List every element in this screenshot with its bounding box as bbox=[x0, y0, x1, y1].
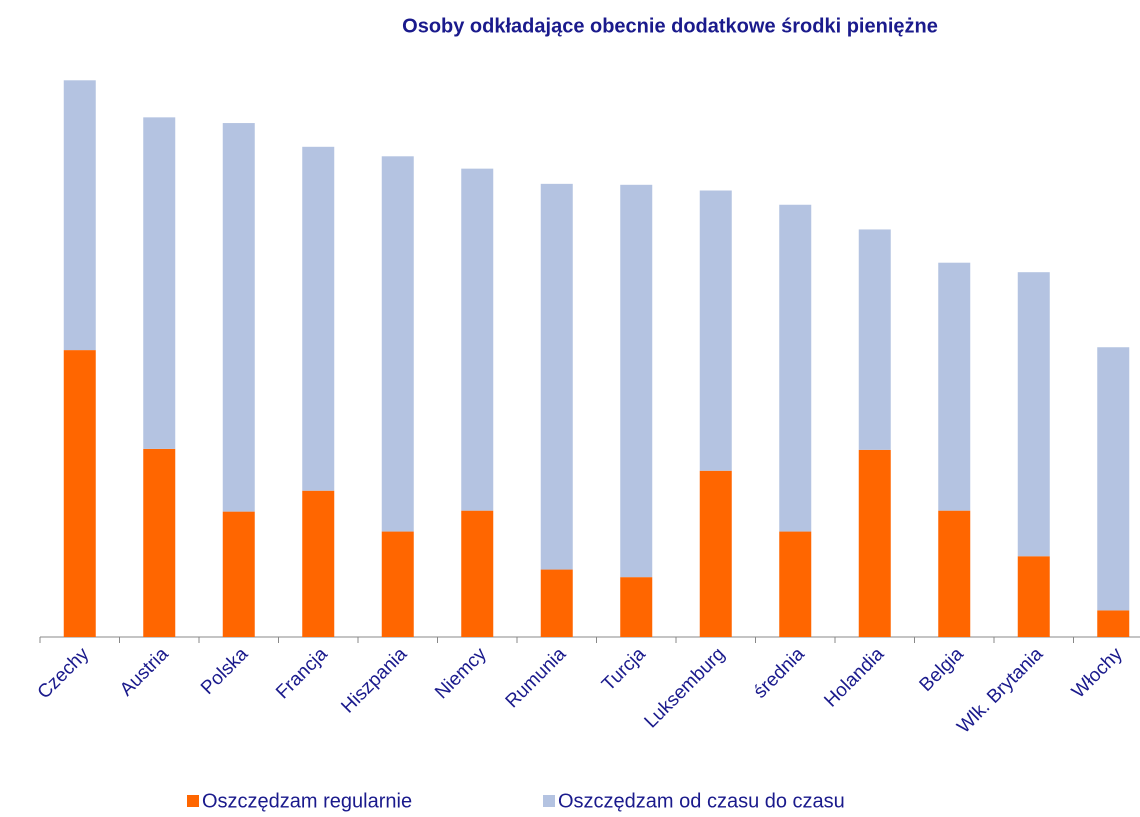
bar-segment bbox=[699, 190, 732, 471]
bar-segment bbox=[222, 123, 255, 512]
bar-segment bbox=[938, 262, 971, 511]
bar-segment bbox=[858, 449, 891, 637]
bar-segment bbox=[222, 511, 255, 637]
x-tick-label: Austria bbox=[116, 643, 173, 700]
legend-swatch bbox=[187, 795, 199, 807]
chart-title: Osoby odkładające obecnie dodatkowe środ… bbox=[402, 15, 938, 37]
bar-segment bbox=[381, 531, 414, 637]
x-tick-label: Rumunia bbox=[502, 643, 571, 712]
x-tick-label: Niemcy bbox=[431, 643, 491, 703]
bar-segment bbox=[779, 531, 812, 637]
x-tick-label: Turcja bbox=[598, 643, 650, 695]
x-tick-label: Wlk. Brytania bbox=[953, 643, 1047, 737]
x-tick-label: Polska bbox=[197, 643, 252, 698]
legend-label: Oszczędzam od czasu do czasu bbox=[558, 790, 845, 812]
bar-segment bbox=[143, 448, 176, 637]
bar-segment bbox=[540, 569, 573, 637]
bar-segment bbox=[63, 80, 96, 351]
x-tick-label: średnia bbox=[750, 643, 809, 702]
bar-segment bbox=[302, 146, 335, 491]
bar-segment bbox=[302, 490, 335, 637]
bar-segment bbox=[1017, 272, 1050, 557]
bar-segment bbox=[1017, 556, 1050, 637]
bar-segment bbox=[143, 117, 176, 449]
x-tick-label: Włochy bbox=[1068, 643, 1127, 702]
bar-segment bbox=[461, 510, 494, 637]
bar-segment bbox=[938, 510, 971, 637]
legend-swatch bbox=[543, 795, 555, 807]
bar-segment bbox=[858, 229, 891, 450]
x-tick-label: Holandia bbox=[820, 643, 888, 711]
bar-segment bbox=[1097, 347, 1130, 611]
bar-segment bbox=[1097, 610, 1130, 637]
bar-segment bbox=[381, 156, 414, 532]
bar-segment bbox=[779, 204, 812, 532]
bar-segment bbox=[620, 577, 653, 637]
x-tick-label: Francja bbox=[272, 643, 332, 703]
bar-segment bbox=[63, 350, 96, 637]
x-tick-label: Belgia bbox=[916, 643, 969, 696]
x-tick-label: Czechy bbox=[34, 643, 94, 703]
bar-segment bbox=[540, 183, 573, 570]
bar-segment bbox=[461, 168, 494, 511]
bar-segment bbox=[620, 184, 653, 578]
bar-segment bbox=[699, 470, 732, 637]
x-tick-label: Hiszpania bbox=[337, 643, 411, 717]
x-tick-label: Luksemburg bbox=[640, 644, 729, 733]
legend-label: Oszczędzam regularnie bbox=[202, 790, 412, 812]
